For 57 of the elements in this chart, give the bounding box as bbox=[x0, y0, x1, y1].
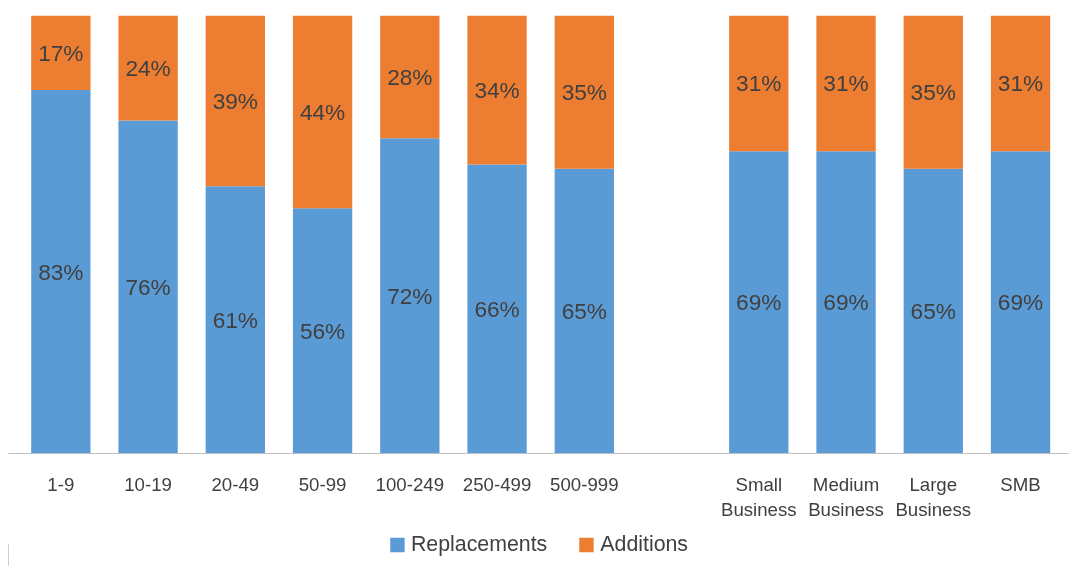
data-label: 56% bbox=[299, 317, 346, 344]
bar bbox=[31, 89, 91, 454]
x-tick-label: 100-249 bbox=[375, 473, 445, 495]
x-tick-label: Small Business bbox=[720, 473, 797, 520]
bar bbox=[380, 15, 440, 139]
data-label: 24% bbox=[125, 55, 171, 82]
legend-label: Additions bbox=[600, 531, 689, 557]
x-tick-label: Medium Business bbox=[808, 473, 884, 520]
x-tick-label: 50-99 bbox=[298, 473, 347, 495]
bar bbox=[118, 15, 178, 121]
bar bbox=[816, 15, 876, 152]
bar bbox=[205, 15, 265, 187]
bar bbox=[729, 151, 789, 454]
bar bbox=[118, 120, 178, 454]
data-label: 83% bbox=[38, 258, 84, 285]
bar bbox=[554, 168, 614, 454]
bar bbox=[380, 138, 440, 454]
legend-label: Replacements bbox=[410, 531, 548, 557]
data-label: 76% bbox=[125, 274, 171, 301]
bar bbox=[554, 15, 614, 169]
data-label: 17% bbox=[38, 39, 84, 66]
data-label: 35% bbox=[561, 79, 607, 106]
data-label: 39% bbox=[212, 87, 259, 114]
bar bbox=[903, 15, 963, 169]
bar bbox=[292, 208, 353, 454]
data-label: 31% bbox=[997, 70, 1044, 97]
bar bbox=[467, 164, 527, 454]
data-label: 44% bbox=[299, 98, 346, 125]
data-label: 34% bbox=[474, 76, 520, 103]
bar bbox=[467, 15, 527, 165]
data-label: 69% bbox=[823, 289, 869, 316]
data-label: 72% bbox=[387, 282, 433, 309]
x-tick-label: 250-499 bbox=[462, 473, 532, 495]
data-label: 61% bbox=[212, 306, 259, 333]
data-label: 69% bbox=[736, 289, 782, 316]
x-tick-label: 10-19 bbox=[124, 473, 172, 495]
bar bbox=[31, 15, 91, 90]
data-label: 69% bbox=[997, 289, 1044, 316]
data-label: 35% bbox=[910, 79, 956, 106]
bar bbox=[990, 151, 1051, 454]
x-tick-label: Large Business bbox=[895, 473, 972, 520]
data-label: 65% bbox=[561, 298, 607, 325]
data-label: 28% bbox=[387, 63, 433, 90]
x-tick-label: 500-999 bbox=[550, 473, 619, 495]
data-label: 66% bbox=[474, 295, 520, 322]
x-tick-label: SMB bbox=[1000, 473, 1041, 495]
bar bbox=[990, 15, 1051, 152]
x-tick-label: 1-9 bbox=[47, 473, 75, 495]
bar bbox=[729, 15, 789, 152]
data-label: 31% bbox=[823, 70, 869, 97]
data-label: 65% bbox=[910, 298, 956, 325]
bar bbox=[205, 186, 265, 454]
data-label: 31% bbox=[736, 70, 782, 97]
x-tick-label: 20-49 bbox=[211, 473, 260, 495]
bar bbox=[292, 15, 353, 209]
bar bbox=[816, 151, 876, 454]
bar bbox=[903, 168, 963, 454]
